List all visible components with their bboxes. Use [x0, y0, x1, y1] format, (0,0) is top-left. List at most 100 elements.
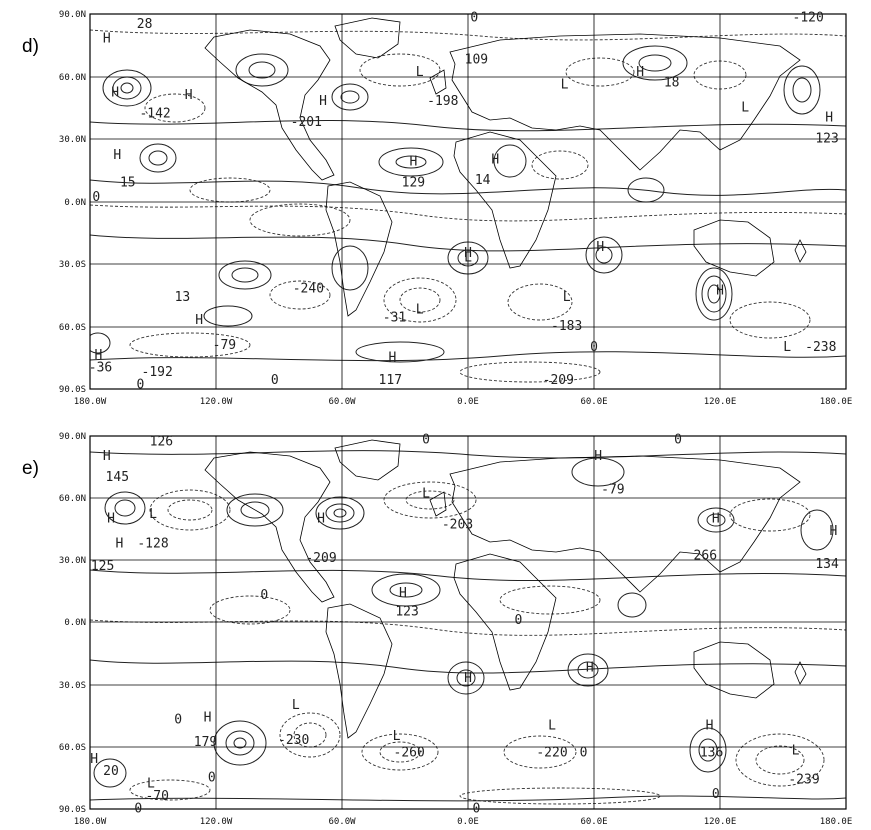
grid-lines: [90, 14, 846, 389]
high-pressure-marker: H: [319, 94, 327, 109]
grid-lines: [90, 436, 846, 809]
lon-label: 180.0E: [820, 397, 853, 407]
lon-label: 0.0E: [457, 397, 479, 407]
contour-value-label: 117: [379, 373, 402, 388]
high-pressure-marker: H: [111, 86, 119, 101]
high-pressure-marker: H: [594, 449, 602, 464]
low-pressure-marker: L: [422, 487, 430, 502]
high-pressure-marker: H: [636, 65, 644, 80]
contour-value-label: 126: [150, 435, 173, 450]
lon-label: 0.0E: [457, 817, 479, 827]
contour-value-label: 125: [91, 559, 114, 574]
panel-d: d): [22, 10, 852, 407]
low-pressure-marker: L: [149, 507, 157, 522]
high-pressure-marker: H: [103, 32, 111, 47]
high-pressure-marker: H: [706, 719, 714, 734]
high-pressure-marker: H: [399, 586, 407, 601]
high-pressure-marker: H: [712, 511, 720, 526]
contour-value-label: 123: [815, 132, 838, 147]
high-pressure-marker: H: [94, 348, 102, 363]
contour-value-label: -36: [89, 361, 112, 376]
contour-value-label: 0: [674, 433, 682, 448]
contour-value-label: -79: [213, 338, 236, 353]
contour-value-label: 0: [174, 712, 182, 727]
low-pressure-marker: L: [783, 340, 791, 355]
contour-value-label: 0: [580, 746, 588, 761]
high-pressure-marker: H: [195, 313, 203, 328]
contour-value-label: -209: [543, 373, 574, 388]
map-frame: [89, 13, 847, 390]
lon-label: 120.0W: [200, 397, 233, 407]
high-pressure-marker: H: [113, 148, 121, 163]
low-pressure-marker: L: [561, 77, 569, 92]
contour-value-label: 0: [136, 377, 144, 392]
high-pressure-marker: H: [115, 536, 123, 551]
low-pressure-marker: L: [464, 250, 472, 265]
map-frame: [89, 435, 847, 810]
lat-label: 90.0S: [59, 805, 86, 815]
contour-value-label: -79: [601, 482, 624, 497]
contour-value-label: 28: [137, 17, 153, 32]
coastlines: [204, 17, 807, 317]
contour-value-label: -203: [442, 518, 473, 533]
high-pressure-marker: H: [90, 752, 98, 767]
contour-value-label: 14: [475, 173, 491, 188]
lat-label: 60.0S: [59, 323, 86, 333]
panel-label: e): [22, 458, 39, 479]
panel-label: d): [22, 36, 39, 57]
contour-value-label: -70: [145, 789, 168, 804]
contour-value-label: 136: [700, 746, 723, 761]
contour-value-label: -230: [278, 733, 309, 748]
lon-label: 60.0W: [328, 817, 356, 827]
lon-label: 120.0E: [704, 817, 737, 827]
contour-value-label: 0: [470, 11, 478, 26]
lat-label: 60.0N: [59, 73, 86, 83]
low-pressure-marker: L: [792, 744, 800, 759]
contour-field: [90, 450, 846, 805]
lat-label: 90.0N: [59, 432, 86, 442]
contour-value-label: 0: [271, 373, 279, 388]
lon-label: 180.0W: [74, 817, 107, 827]
contour-value-label: 0: [712, 787, 720, 802]
lat-label: 30.0S: [59, 260, 86, 270]
coastlines: [204, 439, 807, 739]
high-pressure-marker: H: [464, 671, 472, 686]
contour-value-label: 0: [260, 588, 268, 603]
lon-label: 60.0E: [580, 397, 607, 407]
high-pressure-marker: H: [185, 88, 193, 103]
lat-label: 30.0S: [59, 681, 86, 691]
contour-value-label: -120: [793, 11, 824, 26]
lat-label: 30.0N: [59, 135, 86, 145]
contour-value-label: 0: [208, 770, 216, 785]
high-pressure-marker: H: [825, 111, 833, 126]
high-pressure-marker: H: [491, 152, 499, 167]
contour-value-label: 0: [472, 802, 480, 817]
contour-value-label: -183: [551, 319, 582, 334]
low-pressure-marker: L: [741, 100, 749, 115]
lon-label: 120.0W: [200, 817, 233, 827]
contour-value-label: 266: [694, 549, 717, 564]
low-pressure-marker: L: [416, 302, 424, 317]
contour-value-label: -198: [427, 94, 458, 109]
lat-label: 60.0N: [59, 494, 86, 504]
lat-label: 90.0N: [59, 10, 86, 20]
high-pressure-marker: H: [317, 511, 325, 526]
lon-label: 180.0W: [74, 397, 107, 407]
contour-value-label: -239: [788, 773, 819, 788]
lat-label: 60.0S: [59, 743, 86, 753]
lon-label: 180.0E: [820, 817, 853, 827]
contour-value-label: 0: [92, 190, 100, 205]
longitude-labels: 180.0W 120.0W 60.0W 0.0E 60.0E 120.0E 18…: [74, 817, 853, 827]
high-pressure-marker: H: [103, 449, 111, 464]
contour-value-label: 15: [120, 175, 136, 190]
longitude-labels: 180.0W 120.0W 60.0W 0.0E 60.0E 120.0E 18…: [74, 397, 853, 407]
high-pressure-marker: H: [829, 524, 837, 539]
lat-label: 90.0S: [59, 385, 86, 395]
contour-value-label: 179: [194, 735, 217, 750]
contour-value-label: -201: [291, 115, 322, 130]
contour-value-label: 0: [134, 802, 142, 817]
contour-value-label: -209: [305, 551, 336, 566]
contour-value-label: 109: [465, 52, 488, 67]
